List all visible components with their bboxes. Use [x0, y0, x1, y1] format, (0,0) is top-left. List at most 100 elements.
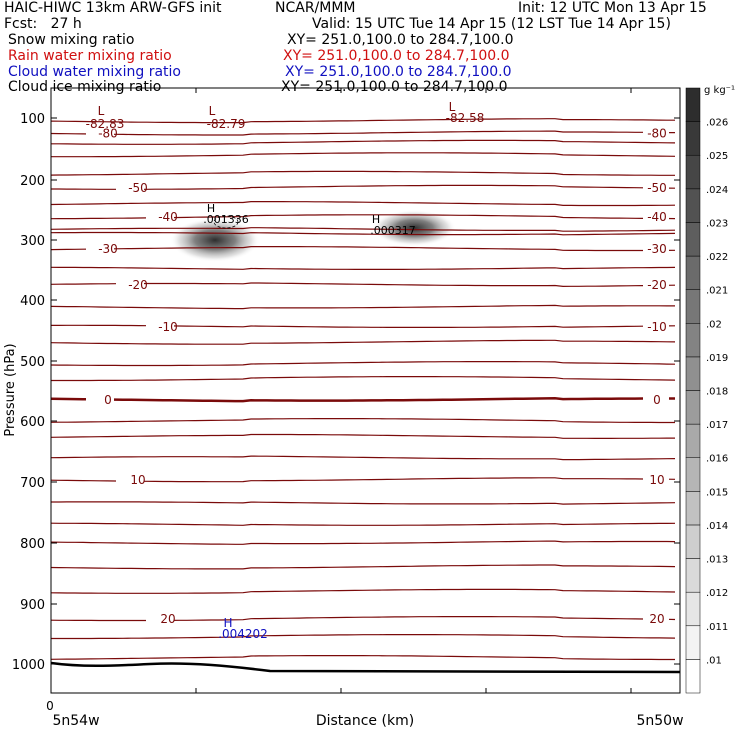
y-tick-label: 800: [20, 537, 45, 552]
colorbar-swatch: [685, 591, 701, 627]
isotherm-label: -10: [158, 320, 178, 334]
isotherm-line-labelled: [50, 282, 676, 288]
colorbar-level-label: .012: [706, 588, 728, 599]
y-tick-label: 100: [20, 112, 45, 127]
colorbar-swatch: [685, 121, 701, 156]
colorbar-unit: g kg⁻¹: [704, 85, 735, 96]
colorbar-level-label: .021: [706, 286, 728, 297]
field-snow-name: Snow mixing ratio: [8, 32, 135, 48]
y-tick-label: 1000: [12, 658, 45, 673]
plot-frame: [50, 87, 681, 694]
isotherm-line: [50, 655, 675, 661]
isotherm-label: -80: [647, 127, 667, 141]
colorbar-swatch: [685, 154, 701, 190]
high-value-2: .000317: [370, 224, 416, 237]
isotherm-label: 10: [649, 473, 664, 487]
isotherm-line: [51, 139, 676, 145]
isotherm-label-bg: [116, 473, 144, 487]
x-tick-label-left: 5n54w: [52, 713, 99, 729]
colorbar: .01 .011 .012 .013 .014 .015 .016 .017 .018 .019.…: [685, 87, 728, 694]
model-title: HAIC-HIWC 13km ARW-GFS init: [4, 0, 222, 16]
y-tick-label: 900: [20, 598, 45, 613]
isotherm-line: [50, 433, 675, 439]
field-cloudwater-xy: XY= 251.0,100.0 to 284.7,100.0: [285, 64, 512, 80]
high-value-3: .004202: [218, 627, 268, 641]
colorbar-level-label: .011: [706, 622, 728, 633]
org-label: NCAR/MMM: [275, 0, 356, 16]
colorbar-swatch: [685, 423, 701, 458]
isotherm-line: [50, 522, 676, 526]
isotherm-line: [50, 339, 676, 345]
low-value-1: -82.83: [86, 117, 125, 131]
isotherm-label: -80: [98, 127, 118, 141]
forecast-hour: Fcst: 27 h: [4, 16, 82, 32]
isotherm-label-bg: [116, 278, 144, 291]
isotherm-label-bg: [116, 180, 144, 194]
isotherm-line: [50, 418, 675, 424]
colorbar-swatch: [685, 390, 701, 425]
y-tick-label: 600: [20, 415, 45, 430]
isotherm-line: [50, 118, 675, 124]
low-value-2: -82.79: [207, 117, 246, 131]
colorbar-level-label: .022: [706, 252, 728, 263]
high-marker-2: H: [372, 213, 380, 226]
surface-terrain-line: [50, 661, 681, 674]
colorbar-swatch: [685, 289, 701, 324]
isotherm-line: [51, 501, 676, 505]
isotherm-line-labelled: [51, 184, 676, 190]
colorbar-swatch: [685, 87, 701, 122]
colorbar-swatch: [685, 659, 701, 694]
colorbar-swatch: [685, 491, 701, 526]
colorbar-swatch: [685, 323, 701, 358]
isotherm-label-bg: [86, 393, 114, 406]
low-marker-3: L: [449, 100, 456, 114]
colorbar-level-label: .02: [706, 319, 722, 330]
isotherm-line-labelled: [51, 324, 676, 328]
high-marker-3: H: [223, 616, 232, 630]
isotherm-line: [50, 361, 676, 367]
x-tick-label-start: 0: [46, 699, 54, 713]
isotherm-label: -20: [128, 278, 148, 292]
isotherm-line: [50, 170, 675, 176]
colorbar-level-label: .013: [706, 555, 728, 566]
isotherm-label-bg: [146, 319, 174, 333]
colorbar-level-label: .017: [706, 420, 728, 431]
colorbar-level-label: .019: [706, 353, 728, 364]
isotherm-line-labelled: [50, 477, 676, 483]
colorbar-level-label: .01: [706, 655, 722, 666]
isotherm-label: -40: [647, 210, 667, 224]
colorbar-swatch: [685, 356, 701, 391]
isotherm-label: 20: [160, 612, 175, 626]
isotherm-line: [50, 540, 676, 545]
low-value-3: -82.58: [446, 111, 485, 125]
isotherm-line-labelled: [50, 214, 676, 220]
field-cloudwater-name: Cloud water mixing ratio: [8, 64, 181, 80]
colorbar-level-label: .025: [706, 151, 728, 162]
isotherm-label-bg: [643, 393, 669, 406]
colorbar-swatch: [685, 188, 701, 223]
x-tick-label-right: 5n50w: [636, 713, 683, 729]
isotherm-label: 0: [653, 393, 661, 407]
isotherm-label: 20: [649, 612, 664, 626]
isotherm-line-labelled: [50, 616, 676, 622]
isotherm-label: -30: [647, 242, 667, 256]
colorbar-level-label: .016: [706, 454, 728, 465]
isotherm-label: 0: [104, 393, 112, 407]
isotherm-line: [50, 227, 676, 232]
colorbar-swatch: [685, 625, 701, 660]
colorbar-level-label: .023: [706, 218, 728, 229]
high-value-1: .001336: [203, 213, 249, 226]
valid-time: Valid: 15 UTC Tue 14 Apr 15 (12 LST Tue …: [312, 16, 671, 32]
isotherm-line: [50, 304, 675, 310]
ice-contour-small: [213, 215, 239, 229]
colorbar-level-label: .015: [706, 487, 728, 498]
isotherm-label-bg: [643, 319, 669, 333]
isotherm-line-labelled: [50, 130, 675, 136]
field-snow-xy: XY= 251.0,100.0 to 284.7,100.0: [287, 32, 514, 48]
field-cloudice-name: Cloud ice mixing ratio: [8, 79, 162, 95]
isotherm-label-bg: [86, 126, 114, 140]
isotherm-label: -10: [647, 320, 667, 334]
isotherm-line: [50, 455, 676, 461]
isotherm-label: -40: [158, 210, 178, 224]
colorbar-swatch: [685, 558, 701, 593]
